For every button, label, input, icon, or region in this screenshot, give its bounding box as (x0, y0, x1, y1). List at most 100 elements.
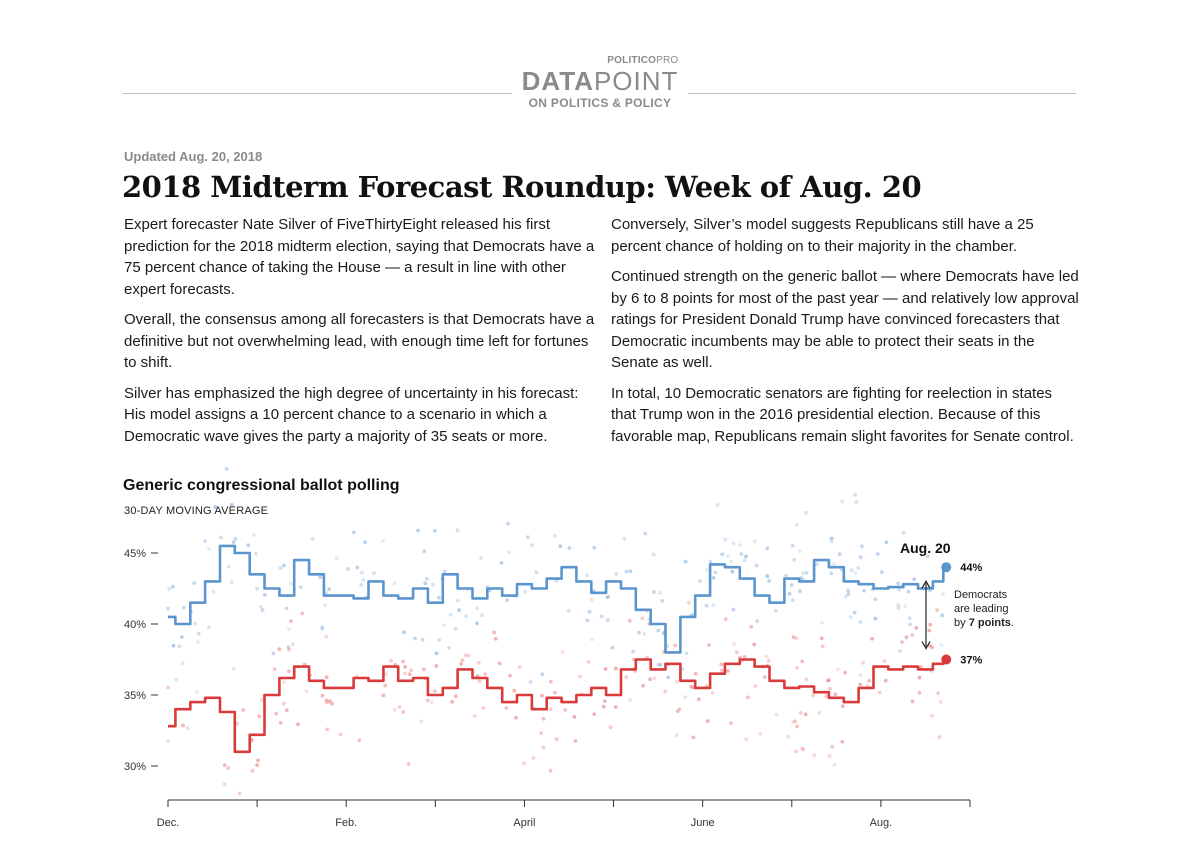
poll-dot (608, 725, 613, 730)
poll-dot (251, 532, 256, 537)
poll-dot (827, 754, 832, 759)
poll-dot (250, 768, 255, 773)
poll-dot (174, 677, 179, 682)
poll-dot (731, 541, 736, 546)
poll-dot (327, 587, 332, 592)
poll-dot (601, 704, 606, 709)
poll-dot (392, 707, 397, 712)
poll-dot (854, 500, 859, 505)
poll-dot (812, 753, 817, 758)
brand-bold: POLITICO (607, 55, 657, 66)
poll-dot (732, 641, 737, 646)
masthead-subtitle: ON POLITICS & POLICY (528, 96, 672, 110)
poll-dot (540, 672, 545, 677)
x-tick-label: Dec. (157, 817, 180, 829)
poll-dot (729, 559, 733, 564)
poll-dot (840, 499, 845, 504)
poll-dot (167, 586, 172, 591)
poll-dot (710, 691, 715, 695)
paragraph: Conversely, Silver’s model suggests Repu… (611, 216, 1034, 255)
poll-dot (622, 536, 627, 541)
poll-dot (592, 545, 597, 550)
poll-dot (219, 535, 223, 540)
poll-dot (296, 722, 300, 727)
poll-dot (873, 616, 878, 621)
lead-text-line2: are leading (954, 603, 1008, 615)
poll-dot (548, 768, 553, 773)
brand-logo: POLITICOPRO (522, 56, 679, 66)
poll-dot (289, 581, 293, 586)
poll-dot (879, 570, 884, 575)
poll-dot (447, 646, 451, 650)
poll-dot (930, 645, 934, 650)
poll-dot (641, 683, 645, 688)
poll-dot (803, 712, 808, 717)
title-bold: DATA (521, 66, 594, 96)
poll-dot (330, 701, 335, 706)
poll-dot (195, 640, 200, 644)
poll-dot (829, 539, 834, 544)
poll-dot (795, 724, 799, 729)
poll-dot (573, 739, 578, 743)
poll-dot (531, 756, 536, 760)
rep-value-label: 37% (960, 655, 982, 667)
poll-dot (896, 606, 901, 610)
poll-dot (938, 699, 943, 704)
poll-dot (233, 536, 238, 541)
poll-dot (819, 636, 824, 641)
poll-dot (324, 698, 329, 703)
poll-dot (707, 643, 711, 647)
poll-dot (660, 598, 665, 603)
poll-dot (791, 635, 796, 640)
poll-dot (177, 644, 182, 649)
poll-dot (235, 721, 240, 726)
poll-dot (858, 682, 863, 687)
poll-dot (817, 711, 822, 715)
poll-dot (804, 570, 809, 575)
chart-subtitle: 30-DAY MOVING AVERAGE (124, 505, 269, 517)
poll-dot (726, 554, 730, 559)
poll-dot (453, 626, 458, 631)
poll-dot (320, 626, 325, 631)
poll-dot (351, 530, 356, 535)
poll-dot (424, 576, 429, 581)
poll-dot (675, 679, 679, 684)
poll-dot (613, 705, 618, 709)
poll-dot (463, 653, 468, 658)
poll-dot (442, 569, 447, 574)
poll-dot (226, 564, 231, 569)
poll-dot (603, 667, 608, 671)
poll-dot (180, 635, 184, 639)
poll-dot (304, 689, 309, 694)
poll-dot (883, 678, 888, 683)
poll-dot (837, 552, 842, 557)
poll-dot (873, 597, 878, 602)
poll-dot (589, 597, 594, 602)
poll-dot (766, 658, 771, 663)
poll-dot (909, 548, 914, 553)
poll-dot (430, 700, 434, 704)
poll-dot (409, 668, 413, 673)
poll-dot (940, 613, 945, 618)
lead-text-line1: Democrats (954, 589, 1008, 601)
poll-dot (182, 605, 186, 610)
poll-dot (171, 584, 175, 589)
poll-dot (846, 588, 850, 593)
poll-dot (507, 550, 511, 554)
poll-dot (927, 628, 932, 633)
poll-dot (278, 566, 283, 570)
poll-dot (413, 636, 417, 641)
poll-dot (320, 693, 325, 698)
democrats-endpoint (941, 562, 952, 573)
republicans-line (168, 658, 947, 754)
poll-dot (907, 616, 912, 621)
poll-dot (752, 539, 757, 544)
poll-dot (820, 644, 825, 649)
poll-dot (464, 614, 468, 619)
poll-dot (603, 699, 607, 703)
paragraph: Continued strength on the generic ballot… (611, 268, 1079, 371)
poll-dot (937, 735, 942, 739)
poll-dot (528, 680, 533, 684)
poll-dot (406, 762, 411, 766)
poll-dot (917, 675, 922, 680)
